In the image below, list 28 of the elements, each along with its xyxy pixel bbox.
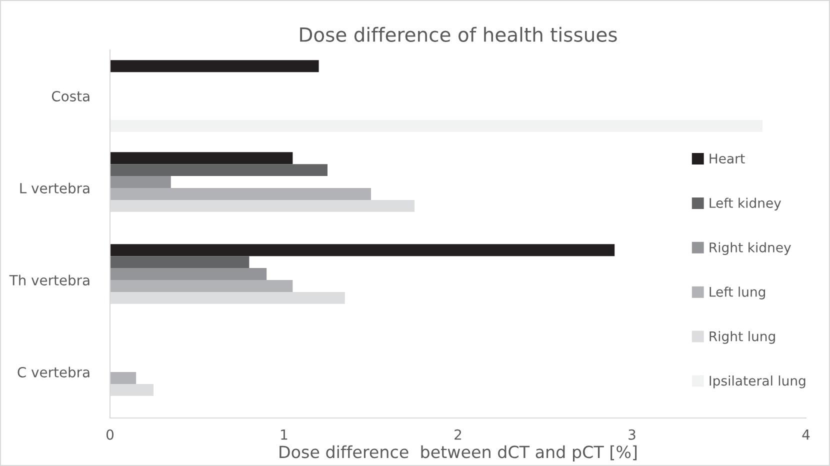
x-tick-label: 4 xyxy=(802,430,810,440)
y-tick-label: L vertebra xyxy=(20,182,90,194)
bar xyxy=(110,60,319,72)
chart-title: Dose difference of health tissues xyxy=(300,26,617,42)
y-tick-label: C vertebra xyxy=(18,366,90,378)
bar xyxy=(110,176,171,188)
legend-label: Ipsilateral lung xyxy=(710,376,806,388)
y-tick-label: Th vertebra xyxy=(9,274,90,286)
bar xyxy=(110,280,293,292)
bar xyxy=(110,152,293,164)
legend-label: Left kidney xyxy=(710,198,782,211)
legend-label: Left lung xyxy=(710,286,766,300)
bar xyxy=(110,244,615,256)
x-tick-label: 1 xyxy=(281,430,288,440)
legend-label: Right kidney xyxy=(710,242,791,255)
bar xyxy=(110,164,328,176)
bar xyxy=(110,372,136,384)
bar xyxy=(110,268,267,280)
x-tick-label: 0 xyxy=(106,429,114,440)
bar xyxy=(110,256,250,268)
bar xyxy=(110,188,371,200)
legend-label: Right lung xyxy=(710,331,775,344)
x-tick-label: 2 xyxy=(454,429,462,440)
bar xyxy=(110,120,762,132)
x-axis-title: Dose difference between dCT and pCT [%] xyxy=(280,445,637,462)
x-tick-label: 3 xyxy=(628,429,636,440)
legend-label: Heart xyxy=(710,154,745,164)
y-tick-label: Costa xyxy=(52,90,90,102)
